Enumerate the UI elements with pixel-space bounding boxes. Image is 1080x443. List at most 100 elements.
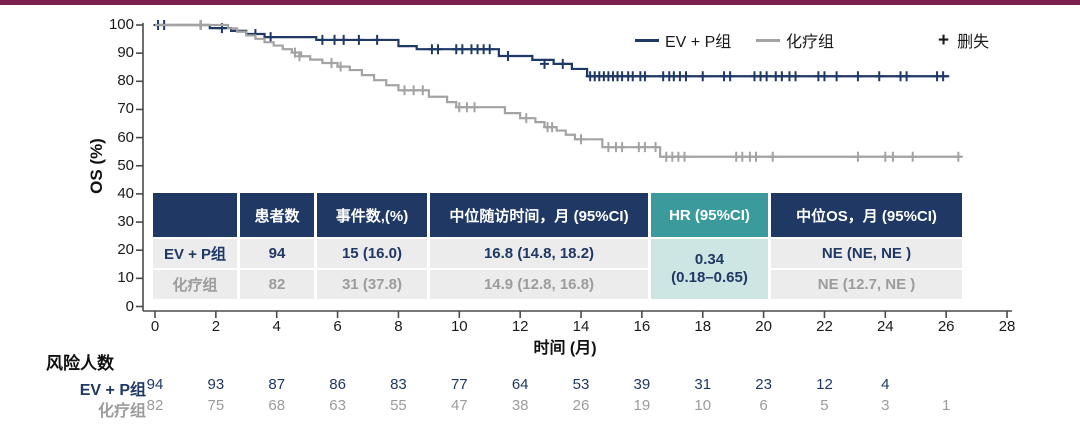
- censor-mark-evp: [433, 44, 443, 55]
- risk-count: 39: [633, 376, 651, 393]
- censor-mark-evp: [628, 71, 638, 82]
- censor-mark-chemo: [640, 142, 650, 153]
- censor-mark-chemo: [470, 102, 480, 113]
- risk-count: 23: [755, 376, 772, 393]
- y-tick-label: 90: [117, 44, 134, 62]
- censor-mark-chemo: [880, 151, 890, 162]
- legend-item-evp: EV + P组: [635, 30, 732, 51]
- risk-table-title: 风险人数: [46, 354, 114, 373]
- risk-count: 3: [881, 397, 890, 414]
- legend-item-chemo: 化疗组: [756, 30, 834, 51]
- risk-count: 10: [694, 397, 712, 414]
- censor-mark-evp: [938, 71, 948, 82]
- chemo-median-os: NE (12.7, NE ): [771, 270, 962, 299]
- risk-count: 1: [942, 397, 951, 414]
- censor-mark-evp: [698, 71, 708, 82]
- censor-mark-chemo: [196, 20, 206, 30]
- row-label-evp: EV + P组: [153, 239, 237, 268]
- risk-count: 26: [572, 397, 590, 414]
- row-label-chemo: 化疗组: [153, 270, 237, 299]
- risk-count: 5: [820, 397, 829, 414]
- x-tick-label: 4: [272, 318, 281, 335]
- censor-mark-chemo: [888, 151, 898, 162]
- header-followup: 中位随访时间，月 (95%CI): [430, 193, 648, 237]
- censor-mark-evp: [339, 34, 349, 45]
- hr-ci: (0.18–0.65): [671, 269, 748, 286]
- censor-mark-evp: [558, 58, 568, 69]
- censor-mark-evp: [681, 71, 691, 82]
- censor-mark-chemo: [295, 51, 305, 62]
- x-tick-label: 16: [633, 318, 651, 335]
- censor-mark-evp: [777, 71, 787, 82]
- risk-label-evp: EV + P组: [79, 382, 146, 399]
- censor-mark-evp: [819, 71, 829, 82]
- x-tick-label: 8: [394, 318, 403, 335]
- x-axis-title: 时间 (月): [533, 340, 597, 357]
- y-tick-label: 60: [117, 128, 134, 146]
- risk-count: 4: [881, 376, 890, 393]
- risk-count: 82: [146, 397, 164, 414]
- legend-line-evp: [635, 38, 659, 42]
- summary-table: 患者数 事件数,(%) 中位随访时间，月 (95%CI) HR (95%CI) …: [150, 191, 965, 301]
- legend-label-evp: EV + P组: [665, 34, 732, 51]
- censor-mark-evp: [266, 32, 276, 43]
- censor-mark-evp: [832, 71, 842, 82]
- risk-count: 6: [759, 397, 768, 414]
- censor-mark-evp: [317, 34, 327, 45]
- censor-mark-evp: [330, 34, 340, 45]
- censor-mark-chemo: [651, 142, 661, 153]
- censor-mark-chemo: [462, 102, 472, 113]
- y-tick-label: 0: [125, 297, 134, 315]
- risk-count: 31: [694, 376, 712, 393]
- legend-line-chemo: [756, 38, 780, 42]
- censor-mark-chemo: [454, 102, 464, 113]
- header-events: 事件数,(%): [317, 193, 427, 237]
- x-tick-label: 28: [998, 318, 1016, 335]
- hr-value: 0.34: [694, 251, 725, 268]
- risk-count: 87: [268, 376, 286, 393]
- risk-count: 55: [390, 397, 407, 414]
- top-accent-bar: [0, 0, 1080, 5]
- risk-count: 12: [816, 376, 833, 393]
- x-tick-label: 0: [150, 318, 160, 335]
- y-tick-label: 40: [117, 184, 134, 202]
- censor-mark-chemo: [400, 85, 410, 96]
- censor-mark-evp: [791, 71, 801, 82]
- x-tick-label: 10: [450, 318, 468, 335]
- censor-mark-evp: [640, 71, 650, 82]
- censor-plus-icon: +: [938, 29, 950, 51]
- hr-cell: 0.34 (0.18–0.65): [651, 239, 768, 299]
- x-tick-label: 24: [876, 318, 894, 335]
- censor-mark-evp: [485, 44, 495, 55]
- chemo-patients: 82: [240, 270, 314, 299]
- risk-count: 86: [329, 376, 346, 393]
- y-tick-label: 70: [117, 100, 134, 118]
- censor-mark-evp: [372, 34, 382, 45]
- y-tick-label: 50: [117, 156, 134, 174]
- x-tick-label: 22: [816, 318, 833, 335]
- summary-row-evp: EV + P组 94 15 (16.0) 16.8 (14.8, 18.2) 0…: [153, 239, 962, 299]
- risk-count: 53: [572, 376, 590, 393]
- evp-events: 15 (16.0): [317, 239, 427, 268]
- censor-mark-evp: [902, 71, 912, 82]
- risk-count: 94: [146, 376, 164, 393]
- censor-mark-chemo: [853, 151, 863, 162]
- legend-item-censored: + 删失: [938, 29, 989, 52]
- risk-count: 19: [633, 397, 651, 414]
- y-tick-label: 100: [108, 16, 134, 33]
- y-tick-label: 20: [117, 241, 134, 259]
- header-blank: [153, 193, 237, 237]
- censor-mark-evp: [540, 58, 550, 69]
- censor-mark-chemo: [679, 151, 689, 162]
- risk-count: 75: [207, 397, 225, 414]
- header-hr: HR (95%CI): [651, 193, 768, 237]
- censor-mark-chemo: [617, 142, 627, 153]
- censor-mark-evp: [354, 34, 364, 45]
- chemo-events: 31 (37.8): [317, 270, 427, 299]
- censor-mark-evp: [853, 71, 863, 82]
- censor-mark-evp: [457, 44, 467, 55]
- censor-mark-chemo: [521, 113, 531, 124]
- risk-count: 93: [207, 376, 225, 393]
